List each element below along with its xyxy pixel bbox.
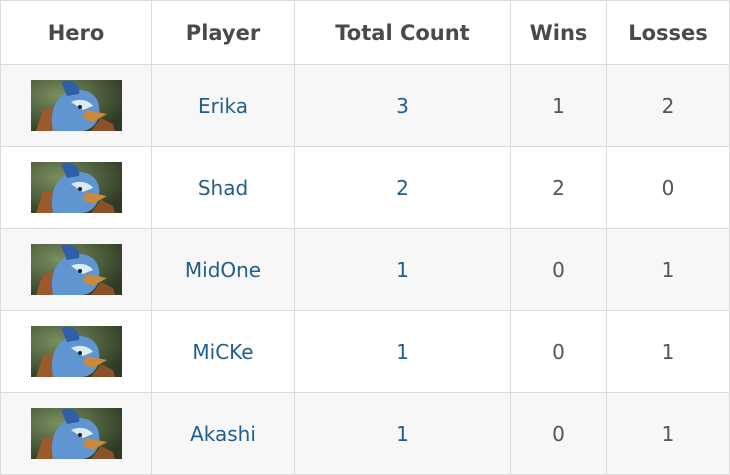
table-row: Shad 2 2 0	[0, 146, 730, 229]
losses-cell: 1	[606, 228, 730, 311]
total-count-link[interactable]: 2	[396, 175, 409, 200]
hero-cell	[0, 392, 152, 475]
wins-cell: 0	[510, 392, 607, 475]
player-cell: Erika	[151, 64, 295, 147]
total-count-cell: 2	[294, 146, 511, 229]
table-row: MidOne 1 0 1	[0, 228, 730, 311]
losses-cell: 0	[606, 146, 730, 229]
wins-cell: 1	[510, 64, 607, 147]
player-link[interactable]: MidOne	[184, 257, 262, 282]
player-link[interactable]: Akashi	[190, 421, 256, 446]
table-row: Akashi 1 0 1	[0, 392, 730, 475]
hero-cell	[0, 310, 152, 393]
total-count-cell: 3	[294, 64, 511, 147]
hero-portrait-icon[interactable]	[30, 326, 122, 377]
losses-cell: 1	[606, 392, 730, 475]
player-cell: MiCKe	[151, 310, 295, 393]
hero-portrait-icon[interactable]	[30, 244, 122, 295]
total-count-link[interactable]: 3	[396, 93, 409, 118]
table-row: Erika 3 1 2	[0, 64, 730, 147]
total-count-cell: 1	[294, 310, 511, 393]
table-row: MiCKe 1 0 1	[0, 310, 730, 393]
player-link[interactable]: MiCKe	[192, 339, 254, 364]
header-player[interactable]: Player	[151, 0, 295, 65]
losses-cell: 2	[606, 64, 730, 147]
hero-cell	[0, 146, 152, 229]
hero-cell	[0, 228, 152, 311]
hero-portrait-icon[interactable]	[30, 162, 122, 213]
player-cell: Shad	[151, 146, 295, 229]
hero-cell	[0, 64, 152, 147]
header-losses[interactable]: Losses	[606, 0, 730, 65]
wins-cell: 0	[510, 310, 607, 393]
total-count-cell: 1	[294, 392, 511, 475]
header-total-count[interactable]: Total Count	[294, 0, 511, 65]
total-count-link[interactable]: 1	[396, 257, 409, 282]
losses-cell: 1	[606, 310, 730, 393]
hero-portrait-icon[interactable]	[30, 80, 122, 131]
player-link[interactable]: Shad	[197, 175, 249, 200]
table-header-row: Hero Player Total Count Wins Losses	[0, 0, 730, 65]
header-hero[interactable]: Hero	[0, 0, 152, 65]
player-link[interactable]: Erika	[198, 93, 248, 118]
total-count-link[interactable]: 1	[396, 339, 409, 364]
player-cell: MidOne	[151, 228, 295, 311]
wins-cell: 0	[510, 228, 607, 311]
wins-cell: 2	[510, 146, 607, 229]
total-count-link[interactable]: 1	[396, 421, 409, 446]
player-cell: Akashi	[151, 392, 295, 475]
total-count-cell: 1	[294, 228, 511, 311]
hero-portrait-icon[interactable]	[30, 408, 122, 459]
header-wins[interactable]: Wins	[510, 0, 607, 65]
